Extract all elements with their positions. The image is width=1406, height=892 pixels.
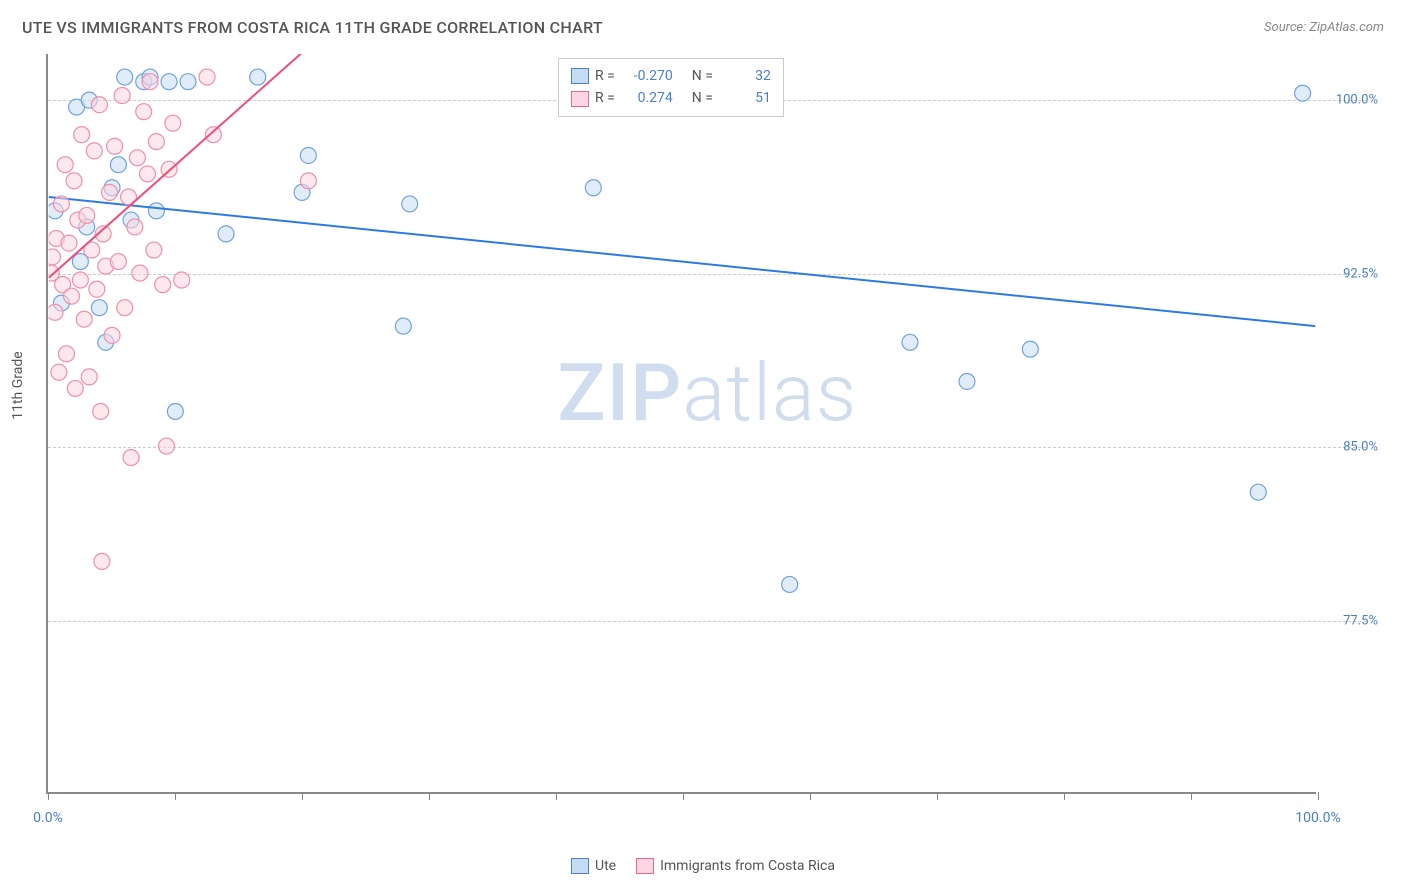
x-tick bbox=[302, 792, 303, 800]
data-point bbox=[127, 219, 143, 235]
legend-row-ute: R = -0.270 N = 32 bbox=[571, 65, 771, 87]
data-point bbox=[165, 115, 181, 131]
data-point bbox=[132, 265, 148, 281]
x-tick bbox=[556, 792, 557, 800]
data-point bbox=[48, 249, 60, 265]
data-point bbox=[117, 69, 133, 85]
data-point bbox=[1022, 341, 1038, 357]
data-point bbox=[300, 147, 316, 163]
data-point bbox=[123, 450, 139, 466]
data-point bbox=[136, 104, 152, 120]
data-point bbox=[155, 277, 171, 293]
data-point bbox=[79, 207, 95, 223]
data-point bbox=[300, 173, 316, 189]
data-point bbox=[104, 327, 120, 343]
data-point bbox=[66, 173, 82, 189]
data-point bbox=[81, 369, 97, 385]
data-point bbox=[86, 143, 102, 159]
source-label: Source: ZipAtlas.com bbox=[1264, 20, 1384, 35]
data-point bbox=[205, 127, 221, 143]
data-point bbox=[91, 300, 107, 316]
y-tick-label: 85.0% bbox=[1343, 440, 1378, 455]
trend-line bbox=[49, 197, 1316, 326]
data-point bbox=[93, 403, 109, 419]
x-tick bbox=[48, 792, 49, 800]
plot-area: ZIPatlas R = -0.270 N = 32 R = 0.274 N =… bbox=[46, 54, 1316, 794]
legend-item-cr: Immigrants from Costa Rica bbox=[636, 858, 835, 874]
data-point bbox=[161, 74, 177, 90]
data-point bbox=[167, 403, 183, 419]
data-point bbox=[782, 576, 798, 592]
x-tick bbox=[429, 792, 430, 800]
data-point bbox=[250, 69, 266, 85]
data-point bbox=[395, 318, 411, 334]
legend-row-cr: R = 0.274 N = 51 bbox=[571, 87, 771, 109]
data-point bbox=[51, 364, 67, 380]
x-tick bbox=[683, 792, 684, 800]
y-axis-title: 11th Grade bbox=[10, 351, 26, 419]
chart-container: ZIPatlas R = -0.270 N = 32 R = 0.274 N =… bbox=[46, 54, 1384, 832]
x-tick bbox=[937, 792, 938, 800]
x-tick bbox=[810, 792, 811, 800]
data-point bbox=[142, 74, 158, 90]
y-tick-label: 100.0% bbox=[1336, 93, 1378, 108]
data-point bbox=[146, 242, 162, 258]
data-point bbox=[74, 127, 90, 143]
legend-item-ute: Ute bbox=[571, 858, 616, 874]
x-tick bbox=[175, 792, 176, 800]
x-tick-label: 0.0% bbox=[33, 810, 63, 826]
data-point bbox=[117, 300, 133, 316]
data-point bbox=[53, 196, 69, 212]
ute-swatch-icon bbox=[571, 68, 589, 84]
data-point bbox=[218, 226, 234, 242]
y-tick-label: 92.5% bbox=[1343, 266, 1378, 281]
data-point bbox=[129, 150, 145, 166]
chart-title: UTE VS IMMIGRANTS FROM COSTA RICA 11TH G… bbox=[22, 18, 603, 37]
data-point bbox=[159, 438, 175, 454]
cr-swatch-icon bbox=[571, 91, 589, 107]
data-point bbox=[140, 166, 156, 182]
scatter-plot bbox=[48, 54, 1316, 792]
x-tick bbox=[1064, 792, 1065, 800]
x-tick bbox=[1318, 792, 1319, 800]
data-point bbox=[180, 74, 196, 90]
data-point bbox=[114, 88, 130, 104]
data-point bbox=[72, 272, 88, 288]
x-tick-label: 100.0% bbox=[1295, 810, 1340, 826]
data-point bbox=[1295, 85, 1311, 101]
data-point bbox=[57, 157, 73, 173]
series-legend: Ute Immigrants from Costa Rica bbox=[0, 858, 1406, 874]
data-point bbox=[107, 138, 123, 154]
data-point bbox=[110, 254, 126, 270]
correlation-legend: R = -0.270 N = 32 R = 0.274 N = 51 bbox=[558, 58, 784, 117]
y-tick-label: 77.5% bbox=[1343, 613, 1378, 628]
data-point bbox=[91, 97, 107, 113]
ute-swatch-icon bbox=[571, 858, 589, 874]
data-point bbox=[199, 69, 215, 85]
data-point bbox=[110, 157, 126, 173]
data-point bbox=[89, 281, 105, 297]
data-point bbox=[585, 180, 601, 196]
data-point bbox=[61, 235, 77, 251]
data-point bbox=[174, 272, 190, 288]
data-point bbox=[959, 374, 975, 390]
data-point bbox=[67, 380, 83, 396]
data-point bbox=[1250, 484, 1266, 500]
data-point bbox=[102, 184, 118, 200]
data-point bbox=[148, 134, 164, 150]
data-point bbox=[48, 304, 63, 320]
cr-swatch-icon bbox=[636, 858, 654, 874]
x-tick bbox=[1191, 792, 1192, 800]
data-point bbox=[76, 311, 92, 327]
data-point bbox=[902, 334, 918, 350]
data-point bbox=[64, 288, 80, 304]
data-point bbox=[94, 553, 110, 569]
data-point bbox=[148, 203, 164, 219]
data-point bbox=[402, 196, 418, 212]
data-point bbox=[58, 346, 74, 362]
